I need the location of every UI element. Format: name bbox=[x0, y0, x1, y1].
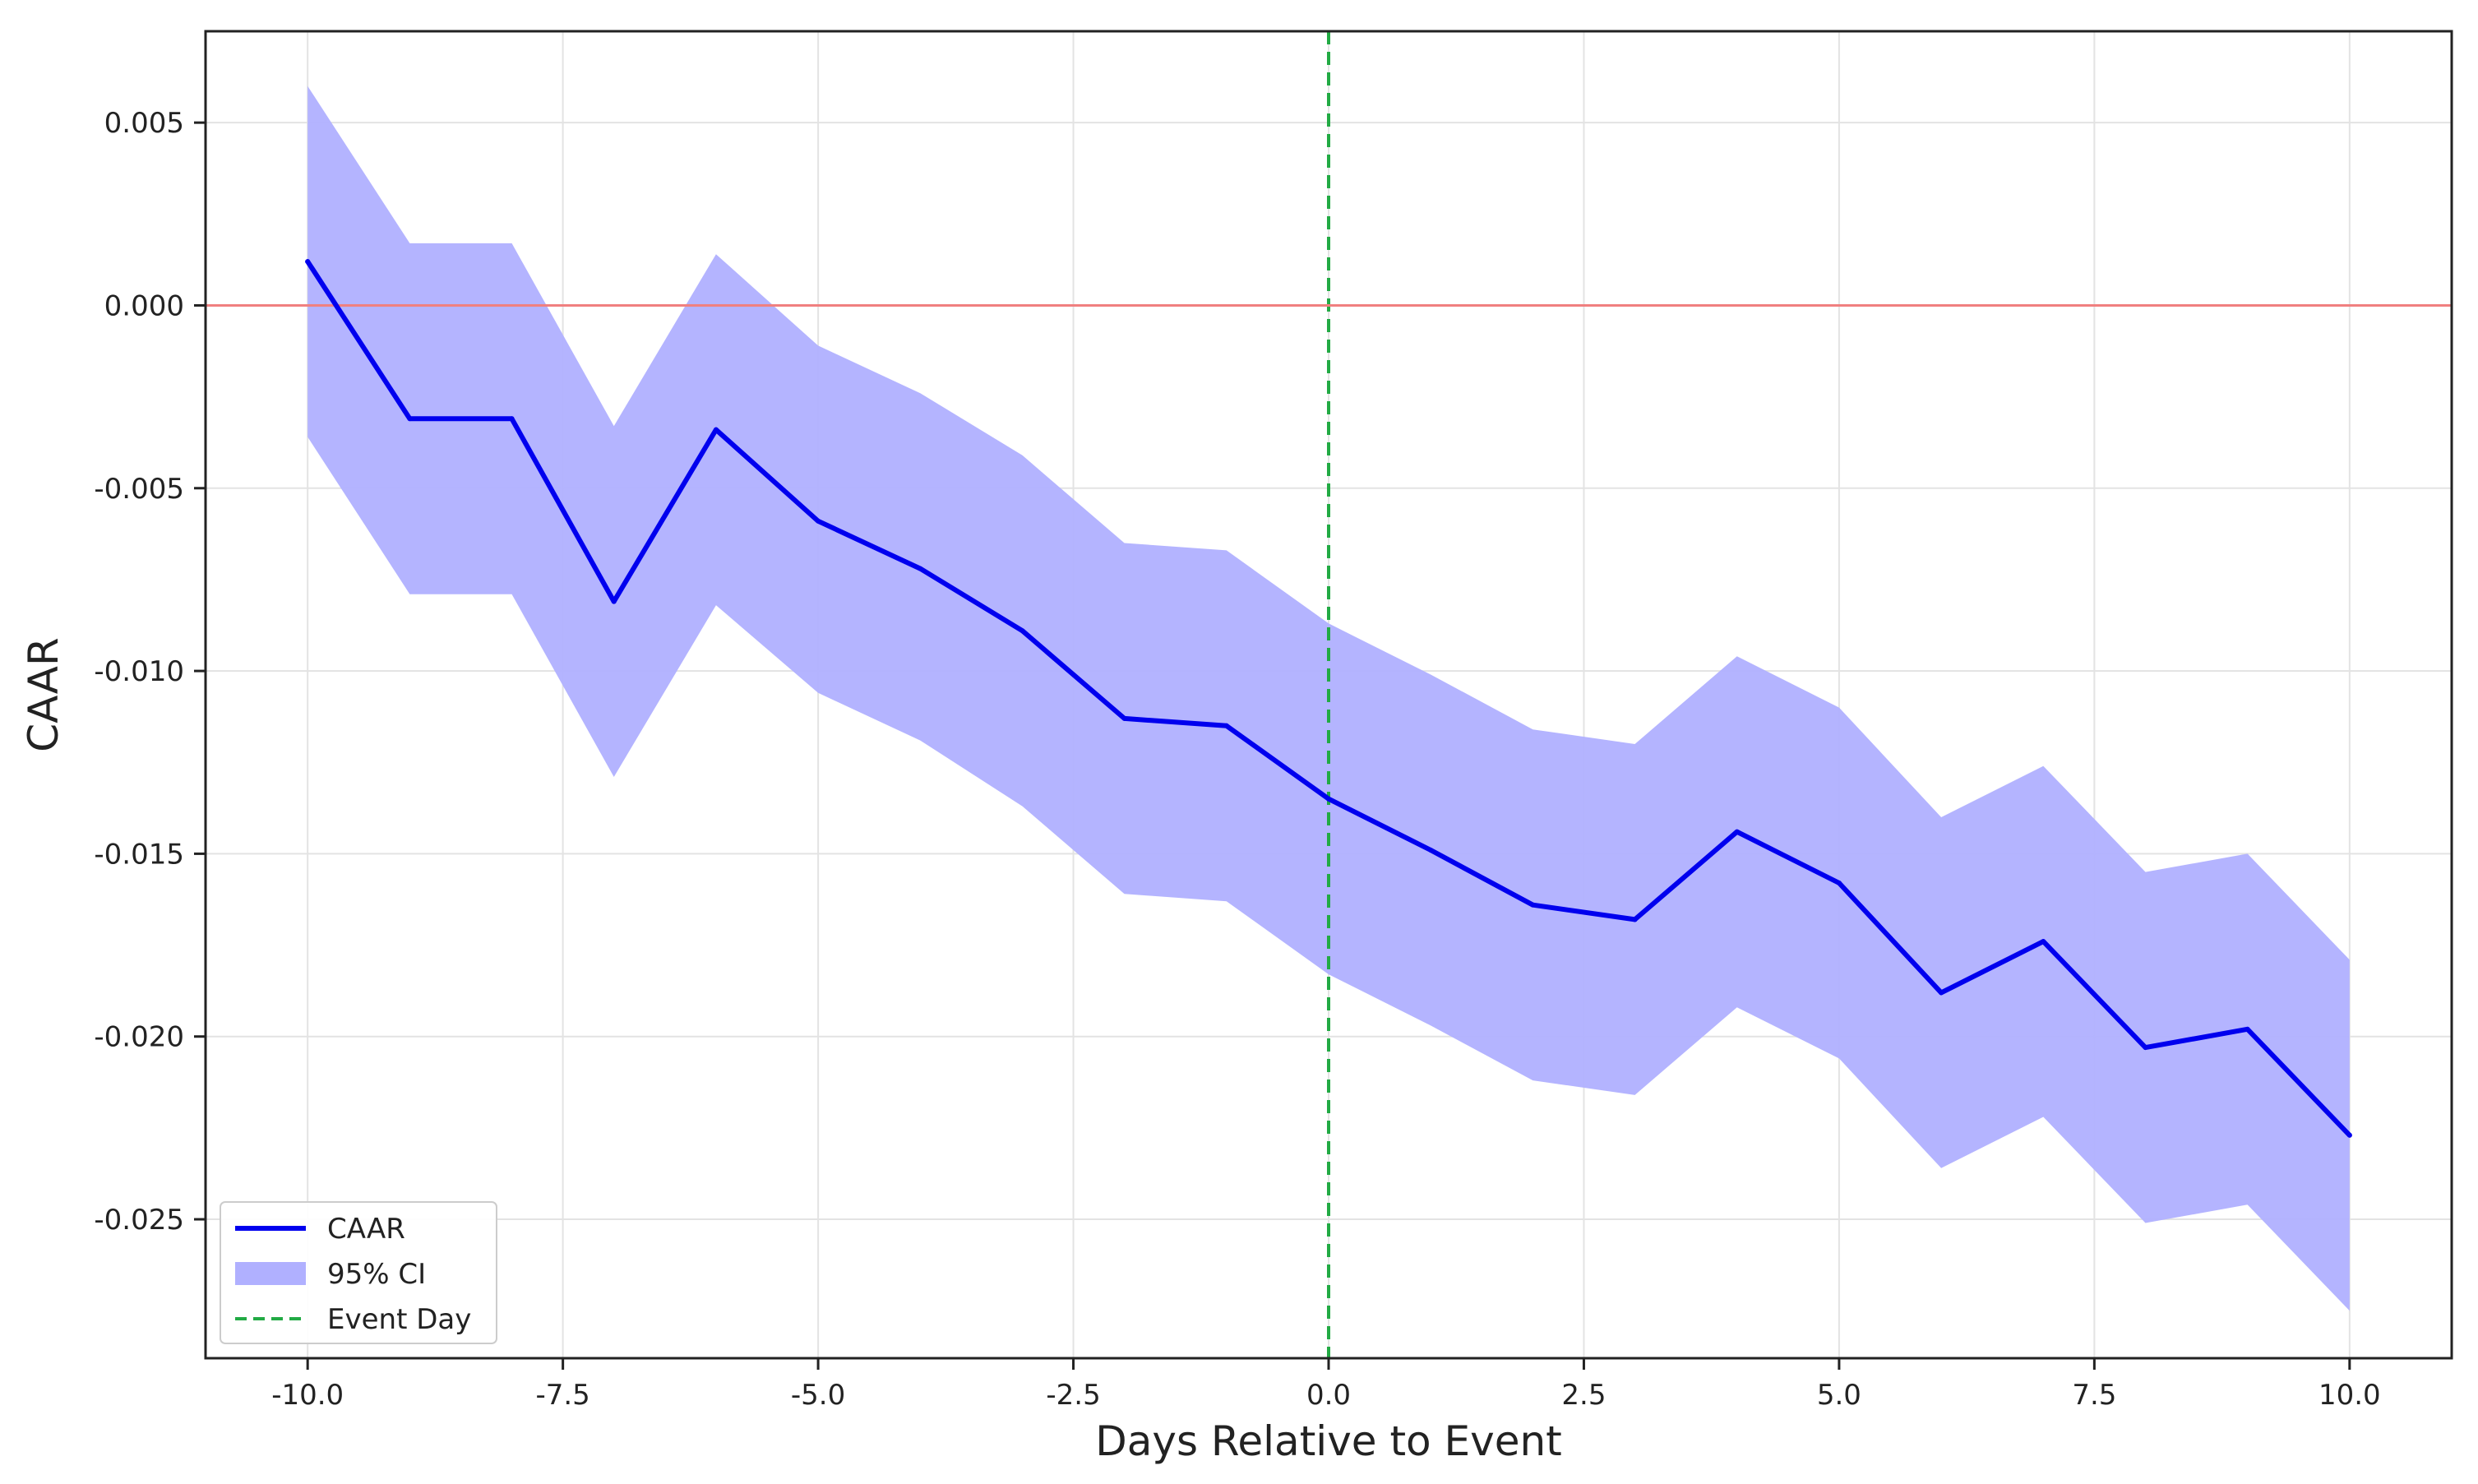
y-axis-label: CAAR bbox=[20, 637, 67, 751]
y-tick-label: -0.005 bbox=[94, 473, 184, 506]
caar-point bbox=[2041, 939, 2046, 945]
caar-point bbox=[611, 599, 617, 604]
caar-point bbox=[1019, 628, 1025, 634]
legend-box bbox=[220, 1201, 497, 1344]
legend-label: CAAR bbox=[327, 1213, 405, 1246]
legend-label: Event Day bbox=[327, 1303, 471, 1336]
caar-point bbox=[1734, 829, 1740, 834]
x-axis-label: Days Relative to Event bbox=[1095, 1417, 1562, 1465]
x-tick-label: -7.5 bbox=[535, 1379, 589, 1412]
caar-point bbox=[1632, 917, 1638, 922]
y-tick-label: -0.020 bbox=[94, 1021, 184, 1054]
caar-point bbox=[918, 566, 923, 571]
legend-label: 95% CI bbox=[327, 1258, 426, 1291]
caar-point bbox=[1223, 723, 1229, 728]
caar-point bbox=[305, 259, 311, 265]
x-tick-label: 7.5 bbox=[2072, 1379, 2116, 1412]
y-tick-label: 0.000 bbox=[104, 289, 184, 322]
x-tick-label: 5.0 bbox=[1817, 1379, 1861, 1412]
y-tick-label: -0.025 bbox=[94, 1204, 184, 1237]
caar-line-layer bbox=[305, 259, 2352, 1138]
legend-swatch-band bbox=[235, 1262, 306, 1285]
caar-point bbox=[1530, 902, 1536, 908]
caar-point bbox=[713, 427, 719, 432]
y-tick-label: -0.010 bbox=[94, 655, 184, 688]
caar-point bbox=[1836, 880, 1842, 885]
caar-point bbox=[509, 416, 515, 422]
caar-point bbox=[2245, 1026, 2250, 1032]
x-tick-label: -2.5 bbox=[1046, 1379, 1100, 1412]
x-tick-label: -10.0 bbox=[271, 1379, 344, 1412]
y-tick-label: -0.015 bbox=[94, 838, 184, 871]
caar-point bbox=[407, 416, 413, 422]
x-tick-label: 2.5 bbox=[1561, 1379, 1606, 1412]
x-tick-label: 10.0 bbox=[2319, 1379, 2381, 1412]
caar-point bbox=[1121, 715, 1127, 721]
x-tick-label: -5.0 bbox=[791, 1379, 845, 1412]
y-tick-label: 0.005 bbox=[104, 107, 184, 140]
caar-point bbox=[1428, 847, 1434, 853]
x-tick-label: 0.0 bbox=[1306, 1379, 1351, 1412]
legend: CAAR 95% CI Event Day bbox=[220, 1201, 497, 1344]
reference-lines-layer bbox=[206, 31, 2452, 1358]
caar-point bbox=[816, 518, 821, 524]
caar-point bbox=[2143, 1045, 2148, 1051]
caar-point bbox=[1326, 796, 1331, 802]
caar-point bbox=[2346, 1132, 2352, 1138]
tick-layer: -10.0 -7.5 -5.0 -2.5 0.0 2.5 5.0 7.5 10.0 0.005 0.… bbox=[94, 107, 2380, 1412]
caar-point bbox=[1939, 990, 1944, 996]
